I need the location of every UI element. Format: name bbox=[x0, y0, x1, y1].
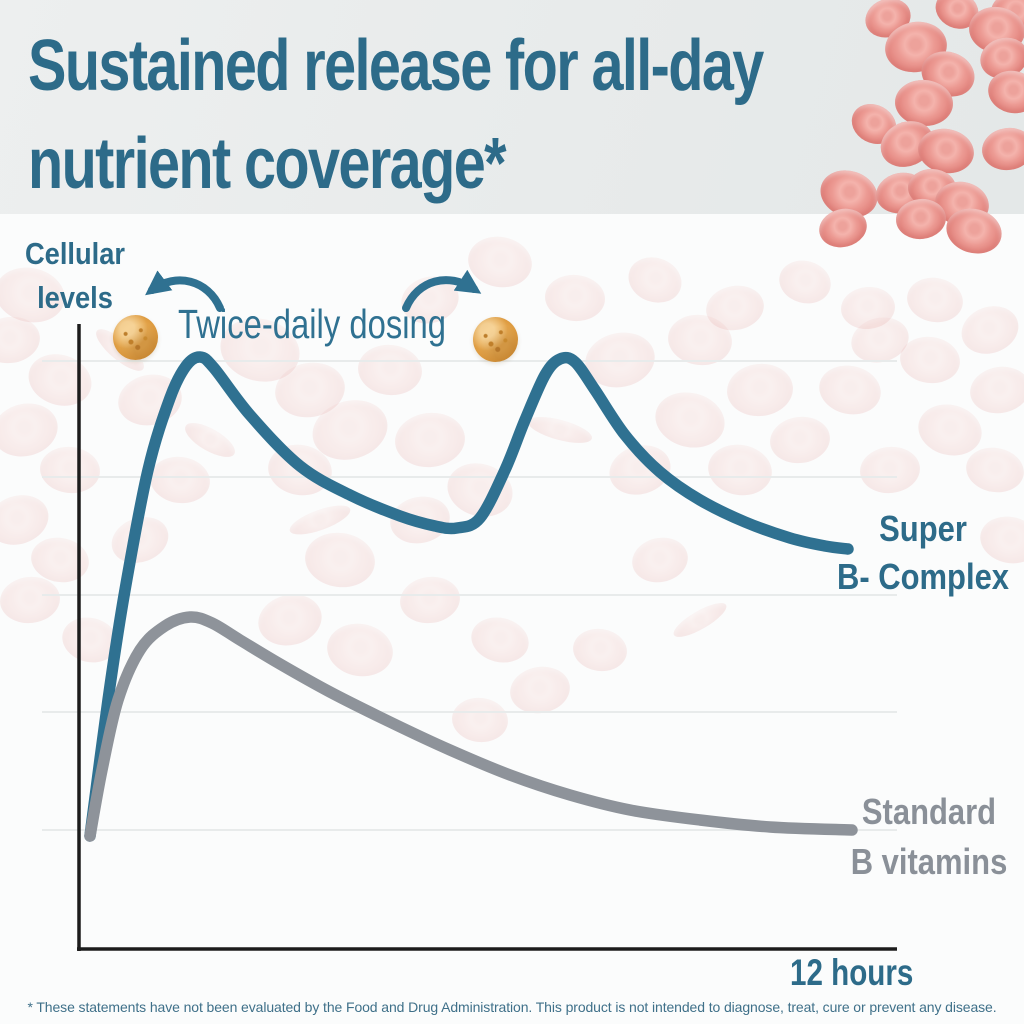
y-axis-label: Cellular levels bbox=[13, 232, 138, 320]
y-axis-label-line2: levels bbox=[37, 280, 113, 315]
dose2-tablet-icon bbox=[473, 317, 518, 362]
curve-standard-b-vitamins bbox=[84, 611, 858, 842]
blood-cell bbox=[979, 124, 1024, 174]
x-axis-label: 12 hours bbox=[790, 952, 914, 993]
series-label-super-line2: B- Complex bbox=[836, 556, 1010, 597]
series-label-standard-b-vitamins: Standard B vitamins bbox=[846, 787, 1013, 887]
series-label-standard-line1: Standard bbox=[861, 791, 997, 832]
series-label-super-line1: Super bbox=[879, 508, 967, 549]
page-title-line1: Sustained release for all-day bbox=[28, 26, 764, 106]
series-label-standard-line2: B vitamins bbox=[850, 841, 1008, 882]
fda-disclaimer: * These statements have not been evaluat… bbox=[27, 999, 997, 1015]
y-axis-label-line1: Cellular bbox=[24, 236, 126, 271]
dosing-annotation: Twice-daily dosing bbox=[178, 301, 446, 347]
dose1-tablet-icon bbox=[113, 315, 158, 360]
series-label-super-b-complex: Super B- Complex bbox=[836, 505, 1010, 601]
page-title-line2: nutrient coverage* bbox=[28, 124, 507, 204]
curve-super-b-complex bbox=[84, 351, 854, 842]
